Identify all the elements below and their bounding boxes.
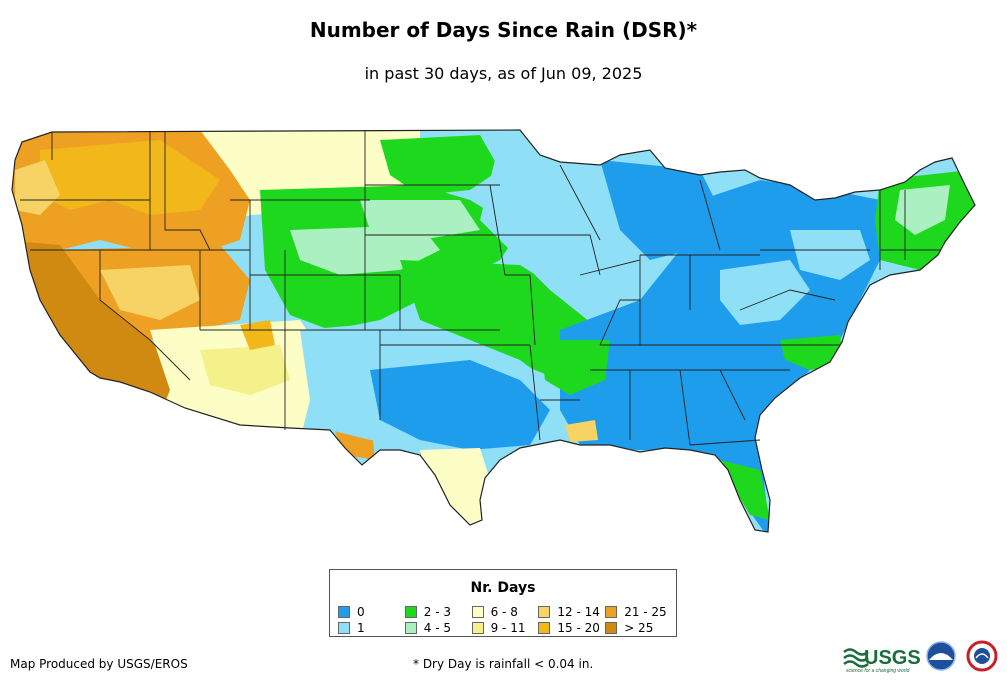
noaa-logo: [926, 641, 956, 671]
legend-swatch: [538, 605, 551, 618]
usgs-logo: USGS science for a changing world: [843, 647, 921, 674]
zone-2-3-dakota: [380, 135, 500, 195]
usgs-logo-text: USGS: [864, 647, 921, 669]
legend-swatch: [338, 621, 350, 634]
map-subtitle: in past 30 days, as of Jun 09, 2025: [364, 64, 643, 83]
legend-label: 15 - 20: [557, 620, 600, 635]
legend-swatch: [538, 621, 551, 634]
legend-label: 1: [357, 620, 365, 635]
legend-swatch: [471, 621, 484, 634]
zone-4-5-new-england: [895, 185, 950, 235]
legend-label: 9 - 11: [490, 620, 526, 635]
legend-label: 6 - 8: [490, 604, 518, 619]
zone-0-texas: [370, 360, 550, 450]
legend-item: 21 - 25: [605, 604, 672, 619]
zone-12-14-oregon: [15, 160, 60, 215]
legend-swatch: [605, 605, 618, 618]
legend-label: 0: [357, 604, 365, 619]
map-title: Number of Days Since Rain (DSR)*: [309, 18, 698, 42]
credit-text: Map Produced by USGS/EROS: [10, 657, 188, 671]
legend-label: 21 - 25: [624, 604, 667, 619]
legend-item: 0: [338, 604, 405, 619]
legend-label: 12 - 14: [557, 604, 600, 619]
zone-1-northeast: [790, 230, 870, 280]
conus-dsr-map: [11, 129, 976, 533]
legend-swatch: [471, 605, 484, 618]
legend-item: 12 - 14: [538, 604, 605, 619]
legend-swatch: [404, 621, 417, 634]
legend-item: 9 - 11: [471, 620, 539, 635]
zone-9-11-arizona: [200, 345, 290, 395]
legend-swatch: [338, 605, 350, 618]
legend-item: 1: [338, 620, 405, 635]
zone-2-3-florida: [720, 460, 770, 520]
zone-2-3-carolina: [780, 335, 845, 370]
nws-logo: [966, 640, 998, 672]
legend-swatch: [605, 621, 618, 634]
usgs-tagline: science for a changing world: [846, 668, 910, 674]
legend-item: > 25: [605, 620, 672, 635]
zone-15-20-southwest-spots: [240, 320, 275, 350]
legend-label: > 25: [624, 620, 654, 635]
zone-6-8-south-texas: [420, 448, 490, 530]
zone-15-20-northwest: [40, 140, 220, 215]
legend-title: Nr. Days: [470, 580, 536, 596]
legend-label: 4 - 5: [423, 620, 452, 635]
footnote-text: * Dry Day is rainfall < 0.04 in.: [413, 657, 594, 671]
legend-item: 15 - 20: [538, 620, 605, 635]
legend-item: 6 - 8: [471, 604, 539, 619]
legend-swatch: [404, 605, 417, 618]
zone-0-great-lakes: [600, 160, 720, 260]
zone-2-3-mississippi: [540, 340, 610, 395]
agency-logos: USGS science for a changing world: [843, 640, 998, 674]
legend-item: 4 - 5: [404, 620, 472, 635]
state-boundaries: [20, 130, 940, 446]
zone-12-14-nevada: [100, 265, 200, 320]
legend-item: 2 - 3: [404, 604, 472, 619]
zone-12-14-louisiana: [565, 420, 598, 442]
legend-label: 2 - 3: [423, 604, 452, 619]
zone-4-5-east-dakota: [360, 200, 480, 240]
